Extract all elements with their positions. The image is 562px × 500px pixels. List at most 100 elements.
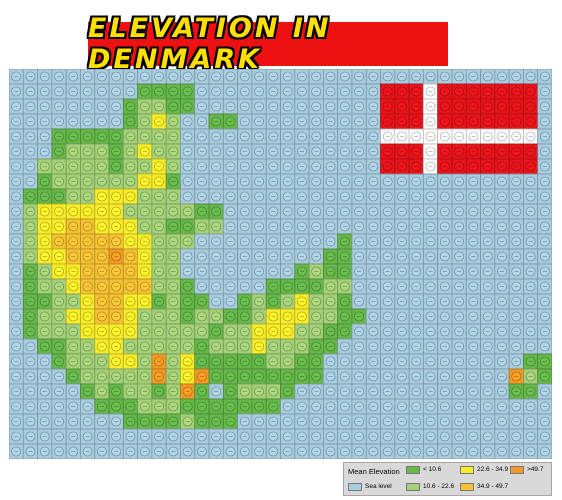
sea-brick	[408, 413, 424, 430]
sea-brick	[94, 113, 110, 130]
land-brick	[137, 323, 153, 340]
sea-brick	[194, 98, 210, 115]
sea-brick	[408, 263, 424, 280]
sea-brick	[322, 98, 339, 115]
sea-brick	[480, 443, 496, 459]
land-brick	[22, 278, 38, 295]
land-brick	[208, 413, 224, 430]
sea-brick	[322, 158, 339, 175]
title-banner: ELEVATION IN DENMARK	[88, 13, 448, 75]
sea-brick	[508, 398, 524, 415]
sea-brick	[208, 263, 224, 280]
sea-brick	[37, 443, 53, 459]
land-brick	[94, 308, 110, 325]
sea-brick	[251, 98, 267, 115]
flag-brick	[380, 83, 396, 100]
sea-brick	[265, 113, 281, 130]
sea-brick	[237, 143, 253, 160]
sea-brick	[51, 368, 67, 385]
sea-brick	[280, 69, 296, 85]
land-brick	[165, 113, 181, 130]
land-brick	[251, 368, 267, 385]
sea-brick	[294, 203, 310, 220]
land-brick	[222, 338, 239, 355]
sea-brick	[351, 233, 367, 250]
sea-brick	[237, 113, 253, 130]
sea-brick	[222, 83, 239, 100]
sea-brick	[351, 248, 367, 265]
land-brick	[51, 158, 67, 175]
land-brick	[265, 338, 281, 355]
land-brick	[308, 263, 324, 280]
sea-brick	[94, 413, 110, 430]
sea-brick	[523, 428, 539, 445]
sea-brick	[9, 368, 24, 385]
sea-brick	[180, 143, 196, 160]
sea-brick	[37, 353, 53, 370]
land-brick	[94, 353, 110, 370]
sea-brick	[9, 173, 24, 190]
flag-brick	[394, 98, 410, 115]
land-brick	[80, 128, 96, 145]
sea-brick	[437, 398, 453, 415]
sea-brick	[523, 173, 539, 190]
land-brick	[80, 293, 96, 310]
flag-brick	[508, 143, 524, 160]
flag-brick	[422, 83, 439, 100]
sea-brick	[451, 218, 467, 235]
land-brick	[122, 218, 139, 235]
land-brick	[165, 398, 181, 415]
land-brick	[22, 308, 38, 325]
sea-brick	[422, 368, 439, 385]
sea-brick	[494, 323, 510, 340]
sea-brick	[51, 398, 67, 415]
flag-brick	[465, 98, 481, 115]
sea-brick	[337, 98, 353, 115]
land-brick	[22, 233, 38, 250]
sea-brick	[451, 368, 467, 385]
sea-brick	[9, 248, 24, 265]
land-brick	[180, 398, 196, 415]
land-brick	[51, 173, 67, 190]
sea-brick	[408, 69, 424, 85]
sea-brick	[108, 428, 124, 445]
sea-brick	[451, 188, 467, 205]
sea-brick	[22, 353, 38, 370]
flag-brick	[523, 113, 539, 130]
sea-brick	[180, 443, 196, 459]
sea-brick	[523, 338, 539, 355]
sea-brick	[208, 83, 224, 100]
sea-brick	[437, 338, 453, 355]
sea-brick	[351, 443, 367, 459]
sea-brick	[394, 263, 410, 280]
sea-brick	[322, 428, 339, 445]
sea-brick	[494, 248, 510, 265]
sea-brick	[37, 98, 53, 115]
land-brick	[165, 203, 181, 220]
sea-brick	[251, 203, 267, 220]
land-brick	[165, 188, 181, 205]
land-brick	[37, 158, 53, 175]
sea-brick	[351, 368, 367, 385]
sea-brick	[494, 398, 510, 415]
land-brick	[180, 338, 196, 355]
legend-label-gt49: >49.7	[527, 466, 544, 473]
sea-brick	[65, 113, 81, 130]
land-brick	[194, 293, 210, 310]
land-brick	[51, 128, 67, 145]
sea-brick	[251, 128, 267, 145]
land-brick	[122, 113, 139, 130]
sea-brick	[422, 248, 439, 265]
flag-brick	[437, 143, 453, 160]
sea-brick	[394, 248, 410, 265]
sea-brick	[22, 413, 38, 430]
sea-brick	[422, 218, 439, 235]
sea-brick	[422, 443, 439, 459]
sea-brick	[294, 113, 310, 130]
sea-brick	[365, 383, 381, 400]
land-brick	[151, 188, 167, 205]
legend-label-22-34: 22.6 - 34.9	[477, 466, 509, 473]
land-brick	[94, 173, 110, 190]
sea-brick	[322, 443, 339, 459]
sea-brick	[9, 83, 24, 100]
